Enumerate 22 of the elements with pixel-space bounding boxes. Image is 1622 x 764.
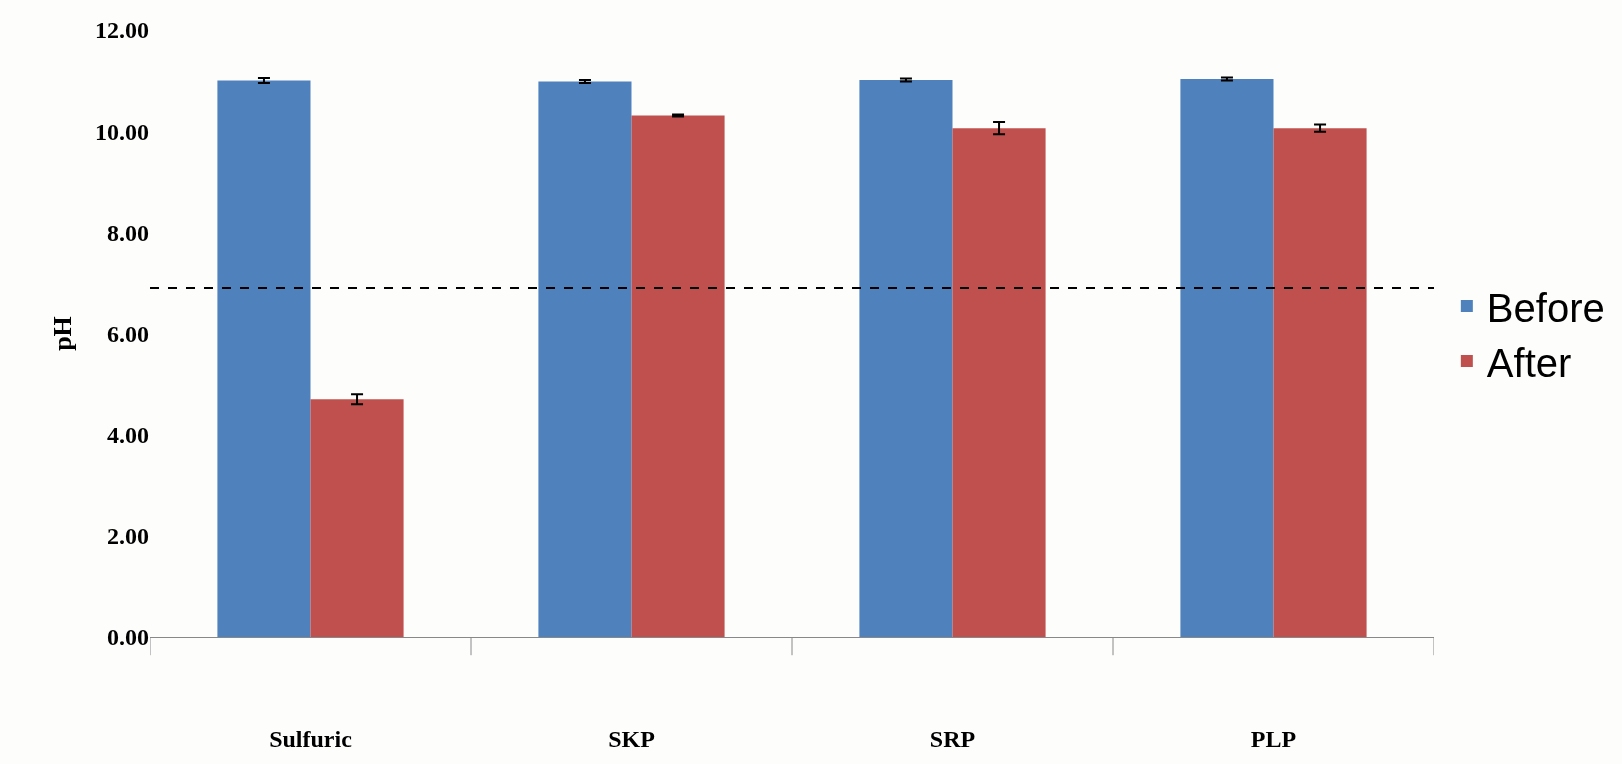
x-tick-label: SKP — [608, 725, 655, 752]
legend-label: After — [1486, 340, 1572, 385]
y-tick-label: 10.00 — [95, 118, 149, 145]
y-tick-label: 4.00 — [107, 422, 149, 449]
bar — [1273, 128, 1367, 637]
bar — [217, 80, 311, 637]
bar — [631, 115, 725, 637]
bar — [310, 399, 404, 637]
x-tick-label: PLP — [1250, 725, 1297, 752]
y-tick-label: 2.00 — [107, 523, 149, 550]
x-tick-label: SRP — [929, 725, 976, 752]
bar — [538, 81, 632, 637]
y-tick-label: 0.00 — [107, 624, 149, 651]
y-tick-label: 12.00 — [95, 17, 149, 44]
x-tick-label: Sulfuric — [269, 725, 353, 752]
y-tick-label: 6.00 — [107, 320, 149, 347]
bar — [859, 80, 953, 637]
y-axis-title: pH — [48, 316, 78, 351]
legend-label: Before — [1486, 285, 1605, 330]
bar — [1180, 79, 1274, 637]
bar — [952, 128, 1046, 637]
y-tick-label: 8.00 — [107, 219, 149, 246]
